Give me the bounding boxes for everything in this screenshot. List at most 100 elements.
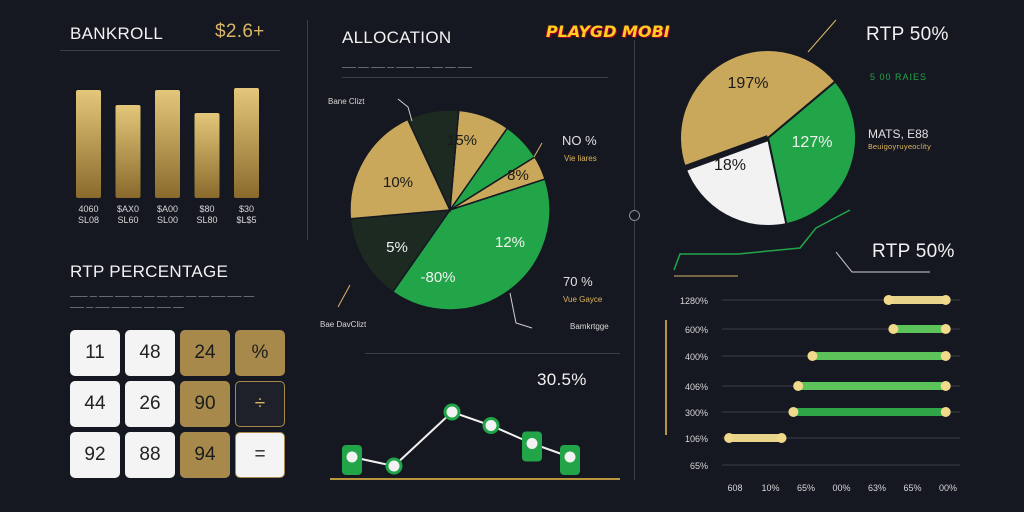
- allocation-pie-slice: [391, 178, 551, 311]
- line-chart: [330, 403, 620, 480]
- allocation-pie-slice: [349, 209, 452, 293]
- right-pie-chart: 197% 127% 18%: [673, 19, 930, 277]
- allocation-annotation: Bane Clizt: [328, 97, 365, 106]
- callout-line: [533, 142, 543, 158]
- line-chart-top-rule: [365, 353, 620, 354]
- hbar-category-label: 106%: [685, 434, 708, 444]
- rtp-right-title: RTP 50%: [866, 24, 949, 45]
- bankroll-tick-label: SL60: [117, 215, 138, 225]
- bankroll-tick-label: SL00: [157, 215, 178, 225]
- bankroll-bar: [155, 90, 180, 198]
- rtp-percentage-subtitle-1: _____ __ ____ ____ ___ ___ ___ ____ ___ …: [70, 289, 255, 297]
- allocation-title: ALLOCATION: [342, 28, 452, 47]
- hbar-category-label: 406%: [685, 382, 708, 392]
- allocation-slice-label: 15%: [447, 132, 477, 149]
- brand-logo: PLAYGD MOBI: [546, 22, 670, 41]
- hbar-category-label: 400%: [685, 352, 708, 362]
- hbar-end-dot: [940, 381, 951, 391]
- divider-node: [629, 210, 640, 221]
- hbar-end-dot: [793, 381, 804, 391]
- line-point: [482, 417, 500, 434]
- bankroll-divider: [60, 50, 280, 51]
- line-point: [385, 457, 403, 475]
- allocation-annotation: 70 %: [563, 274, 593, 289]
- bankroll-tick-label: SL08: [78, 215, 99, 225]
- rtp-percentage-title: RTP PERCENTAGE: [70, 262, 229, 281]
- left-vertical-divider: [307, 20, 308, 240]
- right-pie-slice: [679, 49, 837, 170]
- right-pie-label: 18%: [714, 157, 746, 174]
- right-pie-label: 197%: [728, 75, 769, 92]
- center-vertical-divider: [634, 40, 635, 480]
- callout-line: [807, 19, 837, 53]
- bankroll-title: BANKROLL: [70, 24, 164, 43]
- hbar-x-tick: 65%: [903, 483, 921, 493]
- bankroll-tick-label: $30: [239, 204, 254, 214]
- hbar-category-label: 600%: [685, 325, 708, 335]
- right-pie-annotation-1: 5 00 RAIES: [870, 72, 928, 82]
- rtp-right-title-2: RTP 50%: [872, 241, 955, 262]
- bankroll-tick-label: $80: [199, 204, 214, 214]
- allocation-slice-label: -80%: [420, 269, 455, 286]
- callout-line: [835, 251, 930, 273]
- hbar-end-dot: [776, 433, 787, 443]
- allocation-divider: [342, 77, 608, 78]
- hbar-end-dot: [940, 295, 951, 305]
- allocation-annotation: Vie liares: [564, 154, 597, 163]
- right-pie-gap: [684, 135, 770, 171]
- bankroll-tick-label: $L$5: [236, 215, 256, 225]
- rtp-grid-cell: 44: [70, 381, 120, 427]
- allocation-slice-label: 5%: [386, 239, 408, 256]
- hbar-x-tick: 65%: [797, 483, 815, 493]
- bankroll-tick-label: SL80: [196, 215, 217, 225]
- rtp-grid-cell: 11: [70, 330, 120, 376]
- rtp-grid-cell: 26: [125, 381, 175, 427]
- hbar-end-dot: [888, 324, 899, 334]
- hbar-x-tick: 00%: [939, 483, 957, 493]
- callout-line: [337, 284, 351, 308]
- hbar-category-label: 65%: [690, 461, 708, 471]
- allocation-slice-label: 8%: [507, 167, 529, 184]
- allocation-pie-chart: 15% 8% 12% -80% 5% 10% Bane Clizt NO % Vie liare…: [320, 97, 609, 331]
- line-point: [343, 448, 361, 466]
- allocation-slice-label: 12%: [495, 234, 525, 251]
- allocation-annotation: NO %: [562, 133, 597, 148]
- allocation-pie-slice: [349, 118, 452, 220]
- right-pie-annotation-2: MATS, E88: [868, 127, 929, 141]
- hbar-x-tick: 608: [727, 483, 742, 493]
- rtp-grid-cell: 90: [180, 381, 230, 427]
- allocation-slice-label: 10%: [383, 174, 413, 191]
- rtp-grid-cell: ÷: [235, 381, 285, 427]
- bankroll-tick-label: 4060: [78, 204, 98, 214]
- callout-line: [509, 292, 533, 329]
- hbar-x-tick: 63%: [868, 483, 886, 493]
- allocation-pie-slice: [406, 109, 460, 213]
- horizontal-bar-chart: 1280% 600% 400% 406% 300% 106% 65% 608 10% 65% 00%…: [665, 295, 960, 493]
- bankroll-bar: [234, 88, 259, 198]
- rtp-grid-cell: =: [235, 432, 285, 478]
- bankroll-bar: [194, 113, 220, 198]
- rtp-grid-cell: 24: [180, 330, 230, 376]
- hbar-end-dot: [807, 351, 818, 361]
- bankroll-value: $2.6+: [215, 21, 265, 42]
- right-pie-label: 127%: [792, 134, 833, 151]
- rtp-grid-cell: 94: [180, 432, 230, 478]
- hbar-end-dot: [940, 407, 951, 417]
- hbar-end-dot: [940, 324, 951, 334]
- callout-line: [397, 98, 413, 122]
- right-pie-slice: [766, 80, 857, 226]
- hbar-category-label: 300%: [685, 408, 708, 418]
- line-point: [523, 435, 541, 452]
- bankroll-bar: [76, 90, 101, 198]
- hbar-end-dot: [940, 351, 951, 361]
- allocation-annotation: Bae DavClizt: [320, 320, 367, 329]
- hbar-x-tick: 00%: [832, 483, 850, 493]
- allocation-subtitle: ____ ___ ____ __ _____ ____ ___ ___ ____: [342, 60, 472, 68]
- line-point: [443, 403, 461, 421]
- rtp-grid-cell: %: [235, 330, 285, 376]
- hbar-end-dot: [883, 295, 894, 305]
- trend-line: [673, 209, 851, 271]
- rtp-grid-cell: 92: [70, 432, 120, 478]
- line-chart-value: 30.5%: [537, 370, 587, 389]
